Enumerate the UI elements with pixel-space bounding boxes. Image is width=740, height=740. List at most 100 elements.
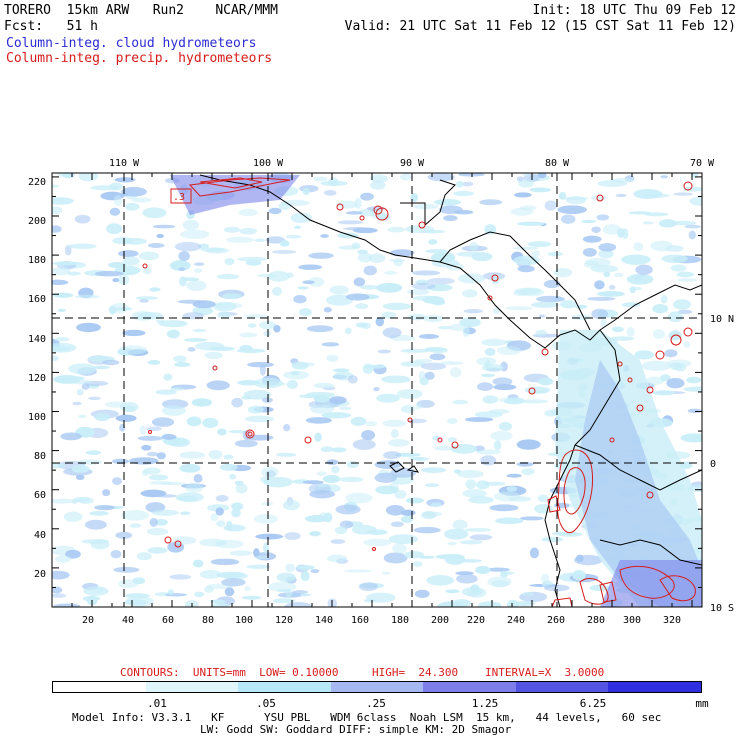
cloud-cell [538, 314, 546, 318]
y-tick-label: 80 [34, 451, 46, 462]
cloud-cell [471, 252, 493, 262]
cloud-cell [63, 511, 83, 522]
cloud-cell [291, 361, 309, 370]
cloud-cell [167, 589, 174, 595]
cloud-cell [113, 566, 140, 573]
cloud-cell [426, 575, 454, 586]
cloud-cell [672, 299, 691, 310]
cloud-cell [519, 205, 537, 211]
cloud-cell [247, 323, 257, 328]
cloud-cell [528, 390, 548, 394]
cloud-cell [484, 224, 497, 235]
cloud-cell [652, 390, 676, 396]
cloud-cell [475, 565, 491, 575]
cloud-cell [430, 502, 442, 507]
y-tick-label: 120 [28, 373, 46, 384]
cloud-cell [673, 192, 694, 196]
cloud-cell [541, 536, 564, 543]
cloud-cell [210, 558, 240, 566]
cloud-cell [202, 417, 219, 429]
cloud-cell [674, 362, 687, 372]
x-tick-label: 120 [275, 615, 293, 626]
cloud-cell [155, 494, 178, 498]
cloud-cell [614, 272, 624, 278]
cloud-cell [429, 353, 446, 361]
cloud-cell [52, 225, 62, 233]
cloud-cell [363, 598, 377, 603]
cloud-cell [688, 230, 696, 240]
cloud-cell [344, 327, 352, 335]
cloud-cell [543, 279, 561, 289]
cloud-cell [125, 595, 154, 607]
cloud-cell [535, 329, 547, 336]
cloud-cell [481, 373, 496, 378]
cloud-cell [180, 277, 200, 282]
cloud-cell [213, 301, 237, 312]
x-tick-label: 20 [82, 615, 94, 626]
cloud-cell [609, 284, 616, 290]
cloud-cell [575, 554, 584, 563]
cloud-cell [113, 195, 123, 206]
cloud-cell [560, 214, 576, 224]
cloud-cell [283, 370, 310, 380]
cloud-cell [310, 569, 320, 574]
cloud-cell [603, 271, 611, 277]
cloud-cell [52, 197, 74, 205]
field-cloud-label: Column-integ. cloud hydrometeors [6, 36, 257, 51]
y-tick-label: 100 [28, 412, 46, 423]
cloud-cell [597, 180, 628, 187]
cloud-cell [427, 277, 455, 285]
cloud-cell [284, 602, 313, 607]
cloud-cell [431, 299, 446, 306]
x-tick-label: 300 [623, 615, 641, 626]
cloud-cell [403, 551, 425, 559]
cloud-cell [683, 341, 691, 348]
y-tick-label: 20 [34, 569, 46, 580]
cloud-cell [602, 224, 621, 235]
cloud-cell [643, 212, 669, 217]
cloud-cell [326, 554, 348, 563]
cloud-cell [175, 495, 198, 501]
cloud-cell [179, 463, 201, 473]
cloud-cell [257, 273, 277, 278]
cloud-cell [382, 571, 391, 575]
cloud-cell [393, 258, 404, 267]
cloud-cell [652, 329, 665, 339]
cloud-cell [215, 495, 229, 502]
cloud-cell [645, 376, 665, 386]
cloud-cell [237, 256, 267, 262]
axis-ticks [51, 173, 702, 608]
cloud-cell [231, 508, 241, 518]
cloud-cell [229, 550, 253, 556]
cloud-cell [412, 295, 438, 301]
precip-contours [142, 177, 696, 607]
cloud-cell [462, 289, 478, 298]
cloud-cell [52, 261, 79, 266]
cloud-cell [411, 282, 436, 290]
cloud-cell [271, 286, 283, 296]
x-tick-label: 60 [162, 615, 174, 626]
cloud-cell [223, 226, 241, 233]
cloud-cell [81, 539, 109, 544]
cloud-cell [52, 184, 60, 188]
cloud-cell [245, 434, 274, 441]
cloud-cell [572, 570, 586, 581]
cloud-cell [223, 454, 234, 460]
cloud-cell [635, 264, 653, 275]
cloud-cell [358, 582, 378, 592]
cloud-cell [516, 439, 541, 450]
cloud-cell [664, 349, 678, 358]
cloud-cell [437, 325, 452, 330]
cloud-cell [357, 252, 372, 263]
cloud-cell [272, 598, 296, 604]
cloud-cell [492, 377, 513, 386]
lon-label: 100 W [253, 158, 284, 169]
cloud-cell [108, 305, 117, 315]
cloud-cell [313, 382, 335, 389]
cloud-cell [596, 214, 610, 221]
cloud-cell [106, 223, 123, 235]
cloud-cell [216, 520, 226, 528]
cloud-cell [167, 541, 185, 553]
cloud-cell [506, 486, 518, 492]
cloud-cell [224, 257, 235, 266]
